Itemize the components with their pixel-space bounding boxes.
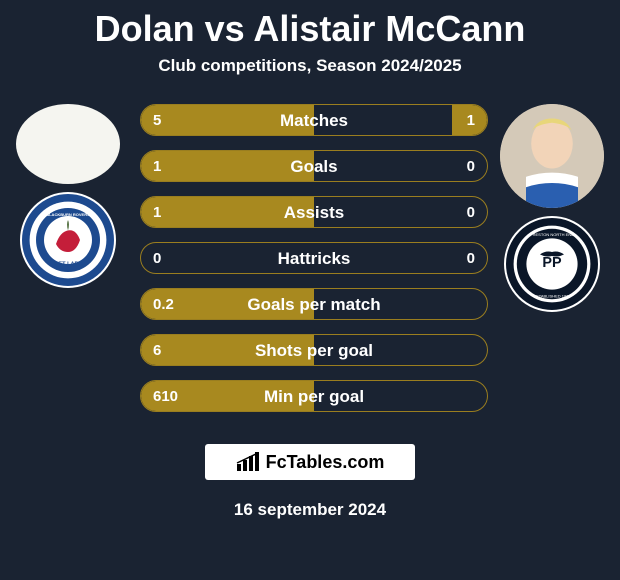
stat-label: Matches — [141, 105, 487, 136]
page-title: Dolan vs Alistair McCann — [0, 0, 620, 50]
stat-label: Goals — [141, 151, 487, 182]
player-left-avatar — [16, 104, 120, 184]
stat-row: 0.2Goals per match — [140, 288, 488, 320]
preston-badge-icon: PP PRESTON NORTH END ESTABLISHED 1880 — [512, 224, 592, 304]
stat-row: 00Hattricks — [140, 242, 488, 274]
svg-text:E ET LABO: E ET LABO — [53, 262, 83, 268]
stat-label: Goals per match — [141, 289, 487, 320]
stat-row: 6Shots per goal — [140, 334, 488, 366]
player-right-column: PP PRESTON NORTH END ESTABLISHED 1880 — [492, 104, 612, 312]
player-photo-icon — [500, 104, 604, 208]
stat-label: Assists — [141, 197, 487, 228]
stat-rows-container: 51Matches 10Goals 10Assists 00Hattricks 0.2G… — [140, 104, 488, 426]
svg-text:ESTABLISHED 1880: ESTABLISHED 1880 — [533, 294, 571, 299]
avatar-placeholder-icon — [16, 104, 120, 184]
svg-text:PP: PP — [542, 255, 562, 271]
player-left-column: E ET LABO BLACKBURN ROVERS — [8, 104, 128, 288]
stat-row: 51Matches — [140, 104, 488, 136]
stat-label: Min per goal — [141, 381, 487, 412]
chart-icon — [236, 452, 260, 472]
footer-date: 16 september 2024 — [0, 500, 620, 520]
stat-label: Shots per goal — [141, 335, 487, 366]
blackburn-badge-icon: E ET LABO BLACKBURN ROVERS — [28, 200, 108, 280]
club-left-badge: E ET LABO BLACKBURN ROVERS — [20, 192, 116, 288]
page-subtitle: Club competitions, Season 2024/2025 — [0, 56, 620, 76]
stat-row: 10Assists — [140, 196, 488, 228]
svg-text:PRESTON NORTH END: PRESTON NORTH END — [530, 232, 574, 237]
stat-label: Hattricks — [141, 243, 487, 274]
svg-text:BLACKBURN ROVERS: BLACKBURN ROVERS — [46, 212, 90, 217]
club-right-badge: PP PRESTON NORTH END ESTABLISHED 1880 — [504, 216, 600, 312]
site-logo-text: FcTables.com — [266, 452, 385, 473]
comparison-content: E ET LABO BLACKBURN ROVERS PP PRESTON NO — [0, 104, 620, 434]
player-right-avatar — [500, 104, 604, 208]
site-logo[interactable]: FcTables.com — [205, 444, 415, 480]
stat-row: 10Goals — [140, 150, 488, 182]
stat-row: 610Min per goal — [140, 380, 488, 412]
